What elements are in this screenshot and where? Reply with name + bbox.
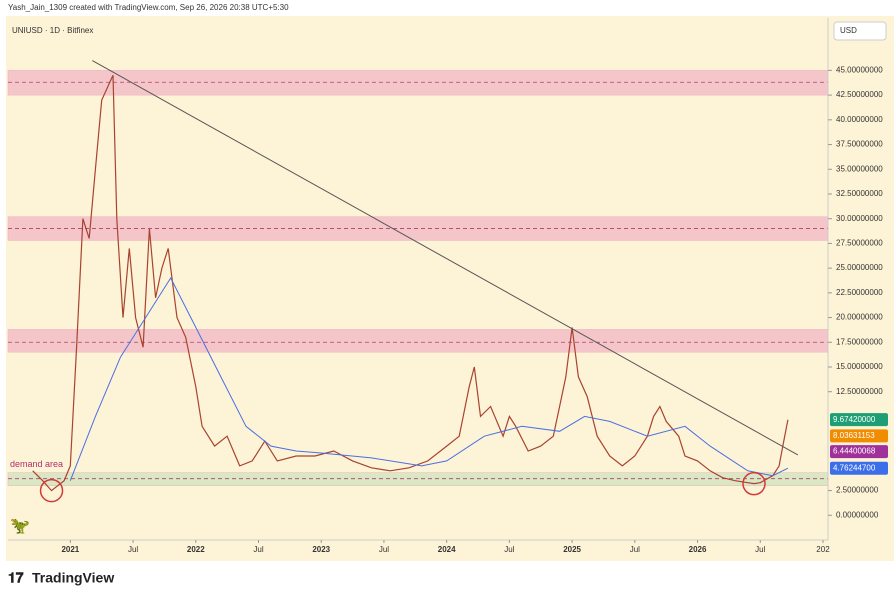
header: Yash_Jain_1309 created with TradingView.… bbox=[8, 3, 289, 12]
y-tick-label: 37.50000000 bbox=[836, 140, 883, 149]
logo-mark: 𝟏𝟕 bbox=[8, 570, 24, 586]
x-tick-label: Jul bbox=[630, 545, 640, 554]
chart-title: UNIUSD · 1D · Bitfinex bbox=[12, 26, 93, 35]
x-tick-label: Jul bbox=[504, 545, 514, 554]
price-tag-label: 4.76244700 bbox=[833, 463, 876, 472]
y-tick-label: 42.50000000 bbox=[836, 90, 883, 99]
brand: TradingView bbox=[32, 570, 114, 586]
low-marker bbox=[39, 478, 64, 503]
x-tick-label: 2023 bbox=[312, 545, 330, 554]
x-tick-label: 2026 bbox=[689, 545, 707, 554]
price-tag-label: 9.67420000 bbox=[833, 415, 876, 424]
x-tick-label: Jul bbox=[755, 545, 765, 554]
y-tick-label: 12.50000000 bbox=[836, 387, 883, 396]
trendline bbox=[92, 60, 799, 456]
y-tick-label: 25.00000000 bbox=[836, 263, 883, 272]
zone-label: demand area bbox=[10, 459, 63, 469]
x-tick-label: 2022 bbox=[187, 545, 205, 554]
x-tick-label: 2021 bbox=[61, 545, 79, 554]
y-tick-label: 17.50000000 bbox=[836, 337, 883, 346]
currency-box[interactable] bbox=[833, 21, 887, 41]
y-tick-label: 20.00000000 bbox=[836, 313, 883, 322]
x-tick-label: 2025 bbox=[563, 545, 581, 554]
y-tick-label: 30.00000000 bbox=[836, 214, 883, 223]
x-tick-label: Jul bbox=[128, 545, 138, 554]
price-tag-label: 8.03631153 bbox=[833, 431, 875, 440]
zone bbox=[7, 472, 829, 486]
price-tag bbox=[830, 413, 888, 427]
price-tag-label: 6.44400068 bbox=[833, 447, 876, 456]
zone bbox=[7, 70, 829, 96]
price-tag bbox=[830, 461, 888, 475]
y-tick-label: 27.50000000 bbox=[836, 239, 883, 248]
y-tick-label: 0.00000000 bbox=[836, 510, 879, 519]
y-tick-label: 40.00000000 bbox=[836, 115, 883, 124]
y-tick-label: 15.00000000 bbox=[836, 362, 883, 371]
currency: USD bbox=[840, 26, 857, 35]
x-tick-label: Jul bbox=[253, 545, 263, 554]
logo-icon: 🦖 bbox=[10, 518, 30, 535]
x-tick-label: 2024 bbox=[438, 545, 456, 554]
price-tag bbox=[830, 429, 888, 443]
price-tag bbox=[830, 445, 888, 459]
y-tick-label: 22.50000000 bbox=[836, 288, 883, 297]
x-tick-label: 202 bbox=[816, 545, 830, 554]
x-tick-label: Jul bbox=[379, 545, 389, 554]
price-line bbox=[32, 75, 789, 492]
low-marker bbox=[742, 471, 766, 496]
y-tick-label: 35.00000000 bbox=[836, 164, 883, 173]
y-tick-label: 32.50000000 bbox=[836, 189, 883, 198]
y-tick-label: 45.00000000 bbox=[836, 66, 883, 75]
y-tick-label: 2.50000000 bbox=[836, 486, 879, 495]
price-line bbox=[69, 276, 789, 481]
